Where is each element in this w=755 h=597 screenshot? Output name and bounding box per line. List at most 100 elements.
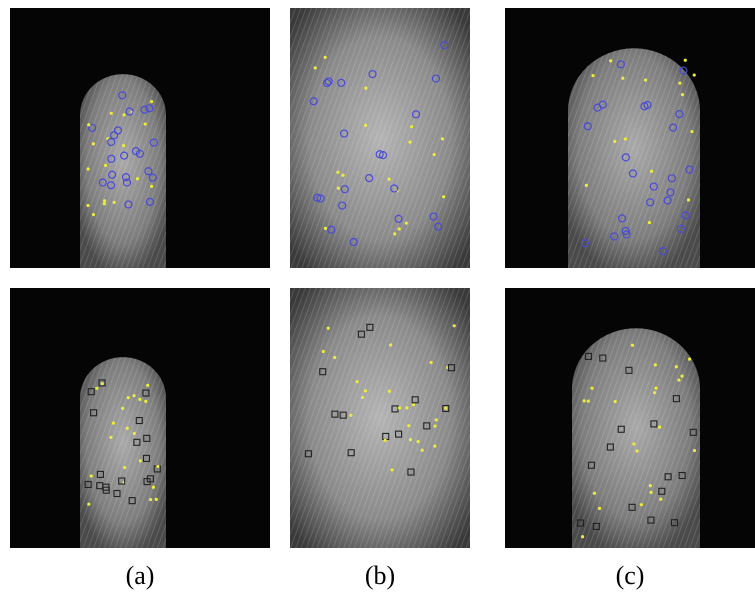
- minutia-circle: [663, 196, 672, 205]
- minutia-circle: [616, 60, 625, 69]
- minutia-dot: [442, 195, 446, 199]
- minutia-circle: [621, 153, 630, 162]
- minutia-dot: [95, 386, 99, 390]
- minutia-dot: [393, 232, 397, 236]
- minutia-circle: [411, 110, 421, 119]
- minutia-dot: [151, 485, 155, 489]
- minutia-dot: [649, 169, 654, 173]
- minutia-circle: [649, 182, 658, 191]
- minutia-dot: [652, 391, 657, 395]
- minutia-dot: [590, 386, 594, 390]
- fingerprint-ridges: [80, 357, 166, 548]
- minutia-square: [391, 405, 399, 413]
- minutia-circle: [145, 104, 154, 113]
- minutia-square: [96, 470, 104, 478]
- minutia-square: [142, 454, 151, 462]
- minutia-square: [84, 480, 92, 489]
- minutia-dot: [333, 355, 337, 360]
- caption: (a): [126, 561, 155, 590]
- minutia-square: [89, 409, 98, 417]
- minutia-square: [395, 430, 403, 438]
- minutia-dot: [632, 442, 636, 446]
- minutia-square: [143, 478, 151, 486]
- minutia-dot: [621, 76, 625, 80]
- minutia-dot: [138, 459, 142, 463]
- minutia-dot: [321, 349, 325, 354]
- minutia-dot: [150, 99, 154, 104]
- minutia-circle: [434, 222, 443, 231]
- minutia-dot: [635, 449, 639, 453]
- minutia-circle: [617, 214, 627, 223]
- minutia-circle: [148, 173, 157, 182]
- minutia-dot: [323, 55, 327, 59]
- fingerprint-ridges: [80, 74, 166, 268]
- minutia-dot: [112, 200, 116, 204]
- minutia-dot: [132, 431, 136, 436]
- minutia-square: [411, 396, 419, 404]
- minutia-dot: [121, 406, 125, 410]
- minutia-dot: [692, 448, 697, 453]
- fingerprint-ridges: [568, 48, 700, 269]
- minutia-dot: [313, 66, 317, 70]
- minutia-dot: [336, 170, 340, 174]
- minutia-circle: [643, 100, 652, 110]
- minutia-dot: [584, 183, 588, 187]
- minutia-dot: [609, 59, 613, 63]
- minutia-dot: [103, 163, 108, 168]
- minutia-dot: [592, 491, 597, 495]
- minutia-square: [102, 486, 110, 494]
- minutia-circle: [340, 185, 349, 194]
- minutia-dot: [429, 360, 433, 365]
- minutia-dot: [102, 202, 106, 206]
- minutia-circle: [323, 78, 332, 88]
- minutia-circle: [621, 226, 630, 236]
- minutia-dot: [420, 448, 424, 452]
- minutia-circle: [120, 151, 129, 160]
- panel-image: [10, 8, 270, 268]
- minutia-dot: [126, 396, 130, 400]
- minutia-dot: [692, 73, 696, 77]
- minutia-circle: [131, 147, 140, 156]
- minutia-dot: [433, 424, 437, 428]
- minutia-dot: [109, 435, 113, 440]
- minutia-circle: [106, 181, 116, 190]
- minutia-dot: [364, 86, 368, 90]
- minutia-circle: [309, 97, 318, 106]
- minutia-square: [133, 438, 141, 446]
- fingerprint-ridges: [290, 8, 470, 268]
- caption: (c): [616, 561, 645, 590]
- minutia-circle: [122, 178, 132, 187]
- minutia-dot: [586, 399, 590, 403]
- minutia-circle: [676, 224, 685, 234]
- minutia-square: [664, 473, 672, 481]
- minutia-circle: [121, 173, 131, 182]
- minutia-dot: [387, 177, 391, 181]
- minutia-circle: [316, 194, 325, 203]
- minutia-square: [672, 395, 680, 403]
- minutia-dot: [680, 374, 684, 378]
- panel-image: [290, 8, 470, 268]
- minutia-square: [606, 443, 614, 451]
- minutia-circle: [327, 225, 336, 234]
- minutia-circle: [324, 77, 333, 86]
- minutia-circle: [113, 126, 123, 135]
- minutia-square: [87, 388, 95, 396]
- minutia-dot: [434, 418, 438, 422]
- minutia-square: [128, 497, 136, 505]
- minutia-dot: [580, 535, 585, 539]
- minutia-dot: [643, 78, 648, 82]
- minutia-dot: [323, 226, 328, 231]
- minutia-dot: [111, 421, 116, 425]
- minutia-circle: [679, 66, 688, 75]
- minutia-dot: [89, 474, 93, 478]
- minutia-circle: [658, 246, 667, 256]
- minutia-circle: [375, 150, 384, 159]
- minutia-square: [592, 522, 600, 530]
- minutia-dot: [677, 378, 681, 382]
- minutia-circle: [338, 201, 347, 210]
- minutia-dot: [613, 399, 617, 404]
- minutia-square: [304, 450, 312, 458]
- minutia-square: [357, 330, 365, 338]
- minutia-circle: [125, 107, 134, 116]
- minutia-circle: [440, 41, 449, 50]
